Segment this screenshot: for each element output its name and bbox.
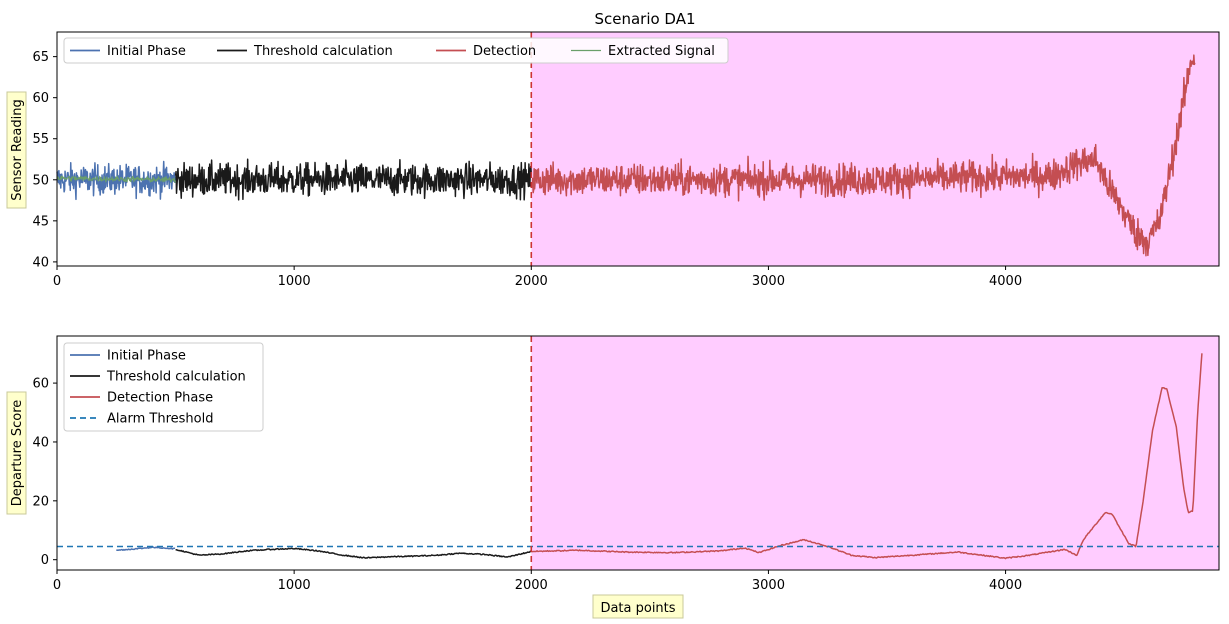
x-tick-label: 4000: [989, 274, 1022, 289]
series-line-detection: [530, 54, 1196, 257]
legend-label-extracted-signal: Extracted Signal: [608, 44, 715, 59]
y-tick-label: 60: [32, 377, 49, 392]
y-tick-label: 45: [32, 214, 49, 229]
series-line-threshold-calculation: [174, 158, 533, 201]
legend-label-detection-phase: Detection Phase: [107, 391, 213, 406]
score-legend: Initial Phase Threshold calculation Detect…: [63, 342, 264, 432]
score-x-ticks: 0 1000 2000 3000 4000: [53, 570, 1022, 593]
sensor-legend: Initial Phase Threshold calculation Detect…: [63, 37, 729, 64]
sensor-series-group: [56, 54, 1196, 257]
score-series-group: [57, 353, 1219, 560]
x-tick-label: 2000: [515, 274, 548, 289]
series-line-detection-phase: [531, 353, 1203, 560]
sensor-plot-frame: [56, 31, 1220, 267]
legend-box: [63, 342, 264, 432]
legend-label-alarm-threshold: Alarm Threshold: [107, 412, 213, 427]
legend-box: [63, 37, 729, 64]
y-tick-label: 40: [32, 435, 49, 450]
sensor-ylabel-box: Sensor Reading: [6, 91, 27, 209]
sensor-y-ticks: 40 45 50 55 60 65: [32, 50, 57, 270]
x-tick-label: 1000: [278, 578, 311, 593]
score-y-ticks: 0 20 40 60: [32, 377, 57, 568]
sensor-reading-panel: 0 1000 2000 3000 4000 40 45 50 55 60 65 Scenario …: [6, 10, 1220, 289]
detection-region-shade: [531, 336, 1219, 570]
x-tick-label: 1000: [278, 274, 311, 289]
score-ylabel: Departure Score: [10, 400, 25, 507]
series-line-extracted-signal: [56, 175, 177, 183]
score-ylabel-box: Departure Score: [6, 391, 27, 515]
score-xlabel-box: Data points: [592, 594, 684, 619]
y-tick-label: 20: [32, 494, 49, 509]
y-tick-label: 0: [41, 553, 49, 568]
score-xlabel: Data points: [600, 601, 675, 616]
y-tick-label: 60: [32, 91, 49, 106]
chart-title: Scenario DA1: [594, 10, 695, 28]
y-tick-label: 40: [32, 255, 49, 270]
legend-label-initial-phase: Initial Phase: [107, 44, 186, 59]
y-tick-label: 65: [32, 50, 49, 65]
legend-label-threshold-calculation: Threshold calculation: [106, 370, 246, 385]
legend-label-detection: Detection: [473, 44, 536, 59]
detection-region-shade: [531, 32, 1219, 266]
x-tick-label: 0: [53, 274, 61, 289]
sensor-x-ticks: 0 1000 2000 3000 4000: [53, 266, 1022, 289]
x-tick-label: 4000: [989, 578, 1022, 593]
legend-label-threshold-calculation: Threshold calculation: [253, 44, 393, 59]
series-line-initial-phase: [116, 546, 176, 552]
x-tick-label: 2000: [515, 578, 548, 593]
score-plot-frame: [56, 335, 1220, 571]
sensor-ylabel: Sensor Reading: [10, 99, 25, 200]
series-line-initial-phase: [56, 160, 177, 201]
x-tick-label: 0: [53, 578, 61, 593]
x-tick-label: 3000: [752, 274, 785, 289]
legend-label-initial-phase: Initial Phase: [107, 349, 186, 364]
y-tick-label: 55: [32, 132, 49, 147]
series-line-threshold-calculation: [175, 547, 532, 559]
y-tick-label: 50: [32, 173, 49, 188]
x-tick-label: 3000: [752, 578, 785, 593]
departure-score-panel: 0 1000 2000 3000 4000 0 20 40 60 Departure Scor…: [6, 335, 1220, 619]
